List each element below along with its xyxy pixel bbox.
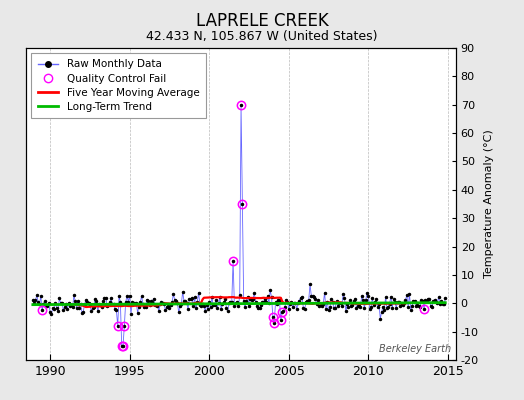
Text: LAPRELE CREEK: LAPRELE CREEK [195,12,329,30]
Text: 42.433 N, 105.867 W (United States): 42.433 N, 105.867 W (United States) [146,30,378,43]
Text: Berkeley Earth: Berkeley Earth [379,344,452,354]
Y-axis label: Temperature Anomaly (°C): Temperature Anomaly (°C) [484,130,495,278]
Legend: Raw Monthly Data, Quality Control Fail, Five Year Moving Average, Long-Term Tren: Raw Monthly Data, Quality Control Fail, … [31,53,206,118]
